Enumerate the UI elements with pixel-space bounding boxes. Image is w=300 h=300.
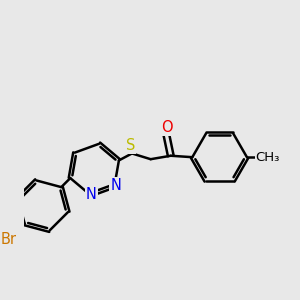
Text: N: N [110,178,121,194]
Text: O: O [160,119,172,134]
Text: Br: Br [0,232,16,247]
Text: N: N [86,187,97,202]
Text: S: S [126,138,135,153]
Text: CH₃: CH₃ [256,151,280,164]
